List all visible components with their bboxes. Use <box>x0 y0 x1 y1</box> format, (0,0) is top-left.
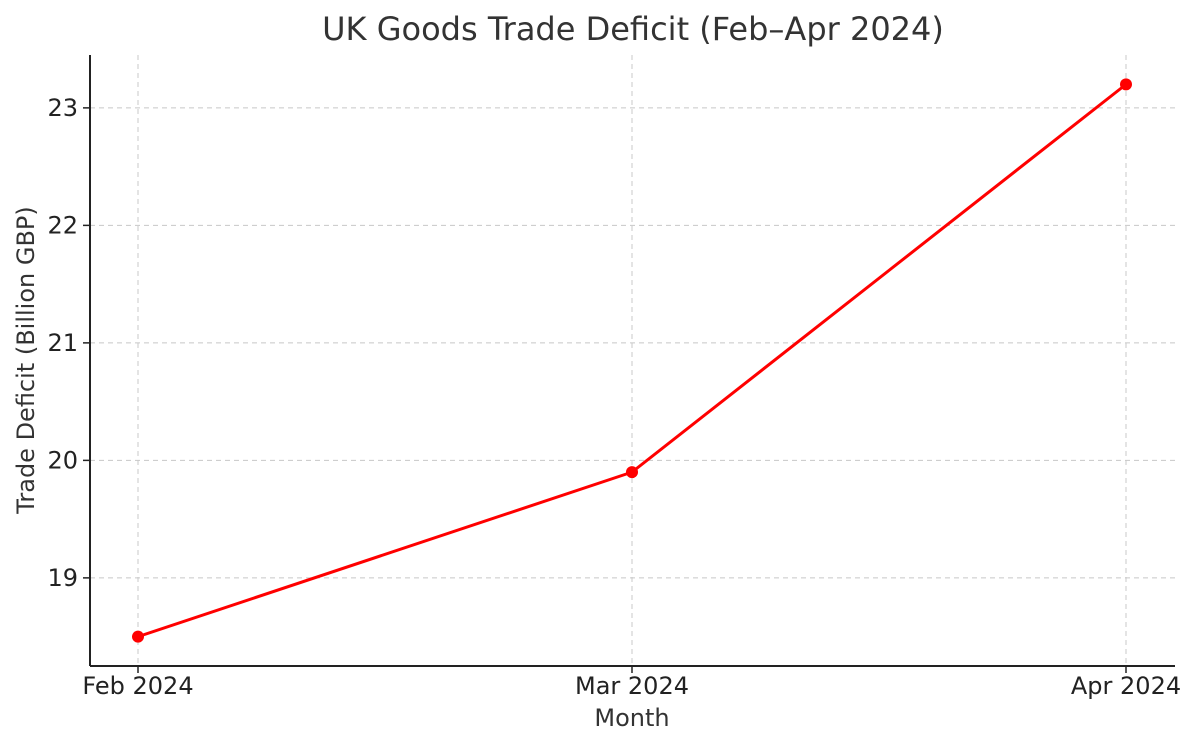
y-tick-label: 20 <box>47 446 78 474</box>
x-tick-label: Mar 2024 <box>575 672 689 700</box>
tick-labels: 19 20 21 22 23 Feb 2024 Mar 2024 Apr 2024 <box>47 94 1181 700</box>
grid-lines <box>90 55 1175 666</box>
y-axis-label: Trade Deficit (Billion GBP) <box>12 206 40 515</box>
data-point <box>626 466 638 479</box>
x-axis-label: Month <box>594 704 669 732</box>
y-tick-label: 19 <box>47 564 78 592</box>
x-tick-label: Feb 2024 <box>82 672 193 700</box>
data-points <box>132 78 1132 643</box>
chart-title: UK Goods Trade Deficit (Feb–Apr 2024) <box>322 10 944 48</box>
x-tick-label: Apr 2024 <box>1071 672 1181 700</box>
axes <box>83 55 1175 673</box>
y-tick-label: 23 <box>47 94 78 122</box>
data-point <box>132 630 144 643</box>
data-point <box>1120 78 1132 91</box>
y-tick-label: 21 <box>47 329 78 357</box>
y-tick-label: 22 <box>47 211 78 239</box>
